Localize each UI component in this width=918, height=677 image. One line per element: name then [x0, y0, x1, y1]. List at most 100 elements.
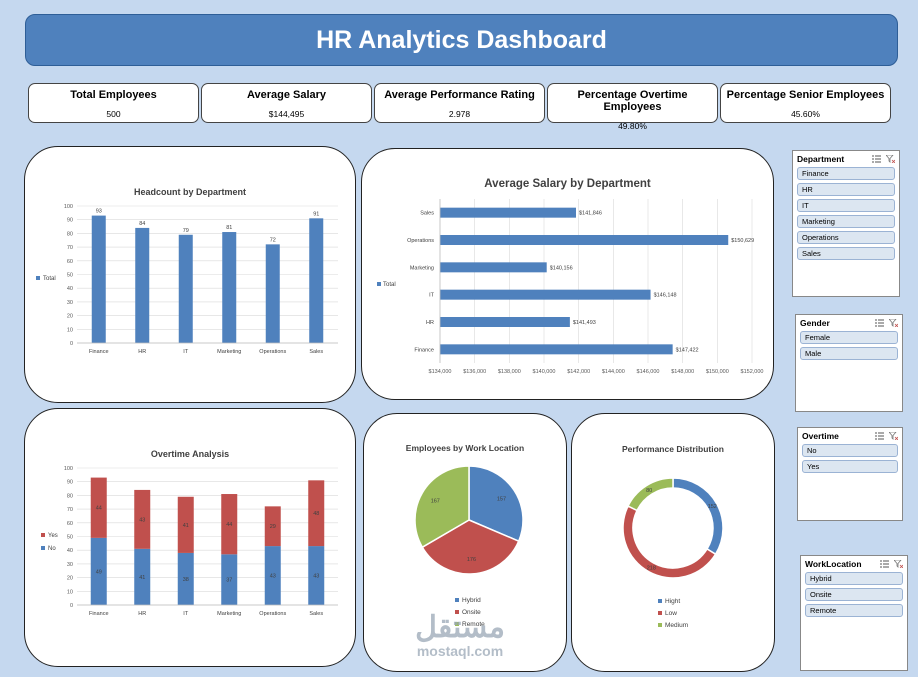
kpi-card-average-performance: Average Performance Rating 2.978 — [374, 83, 545, 123]
bar-it-total — [178, 234, 193, 343]
bar-it — [440, 289, 651, 300]
x-tick-label: $142,000 — [567, 369, 590, 375]
kpi-label: Average Salary — [246, 89, 327, 101]
data-label: 157 — [497, 497, 506, 503]
gender-slicer: Gender Female Male — [795, 314, 903, 412]
x-tick-label: IT — [183, 349, 189, 355]
data-label: 84 — [139, 221, 145, 227]
data-label: 44 — [226, 522, 232, 528]
slicer-item-it[interactable]: IT — [797, 199, 895, 212]
data-label: $140,156 — [550, 265, 573, 271]
mostaql-watermark: مستقل mostaql.com — [402, 613, 518, 660]
slicer-item-onsite[interactable]: Onsite — [805, 588, 903, 601]
legend-label-total: Total — [43, 276, 56, 282]
clear-filter-icon[interactable] — [889, 432, 898, 440]
slice-medium — [627, 477, 674, 512]
data-label: $146,148 — [654, 293, 677, 299]
chart-title: Headcount by Department — [133, 187, 247, 197]
bar-sales-yes — [308, 480, 325, 547]
multi-select-icon[interactable] — [875, 432, 884, 440]
legend-label-onsite: Onsite — [462, 609, 481, 616]
data-label: 176 — [467, 557, 476, 563]
data-label: 48 — [313, 511, 319, 517]
y-tick-label: 20 — [67, 576, 73, 582]
bar-hr-total — [135, 227, 150, 343]
slicer-item-yes[interactable]: Yes — [802, 460, 898, 473]
y-tick-label: 50 — [67, 535, 73, 541]
x-tick-label: Operations — [259, 611, 286, 617]
bar-sales-total — [309, 218, 324, 343]
bar-operations — [440, 235, 729, 245]
bar-finance — [440, 344, 673, 355]
kpi-label: Percentage Senior Employees — [726, 89, 885, 101]
multi-select-icon[interactable] — [872, 155, 881, 163]
bar-hr — [440, 317, 570, 327]
clear-filter-icon[interactable] — [886, 155, 895, 163]
data-label: $147,422 — [676, 347, 699, 353]
legend-label-total: Total — [383, 282, 396, 288]
slicer-item-male[interactable]: Male — [800, 347, 898, 360]
y-tick-label: 80 — [67, 231, 73, 237]
multi-select-icon[interactable] — [875, 319, 884, 327]
performance-chart: 152 218 80 Hight Low Medium — [622, 477, 724, 629]
data-label: 72 — [270, 237, 276, 243]
data-label: 29 — [270, 524, 276, 530]
legend-swatch-onsite — [455, 610, 459, 614]
data-label: $150,629 — [731, 238, 754, 244]
x-tick-label: HR — [138, 611, 146, 617]
bar-hr-no — [134, 548, 151, 605]
bar-marketing — [440, 262, 547, 273]
overtime-chart: 0 10 20 30 40 50 60 70 80 90 100 49 44 Finance 41 43 HR 3… — [41, 466, 338, 617]
legend-swatch-hybrid — [455, 598, 459, 602]
slicer-item-no[interactable]: No — [802, 444, 898, 457]
y-tick-label: 40 — [67, 286, 73, 292]
y-tick-label: 20 — [67, 314, 73, 320]
bar-marketing-total — [222, 232, 237, 343]
y-tick-label: Sales — [420, 211, 434, 217]
slicer-item-hr[interactable]: HR — [797, 183, 895, 196]
slicer-item-finance[interactable]: Finance — [797, 167, 895, 180]
data-label: 44 — [96, 506, 102, 512]
y-tick-label: Marketing — [410, 265, 434, 271]
bar-finance-no — [90, 537, 107, 605]
slicer-item-remote[interactable]: Remote — [805, 604, 903, 617]
x-tick-label: Sales — [309, 611, 323, 617]
y-tick-label: 70 — [67, 245, 73, 251]
clear-filter-icon[interactable] — [894, 560, 903, 568]
legend-label-remote: Remote — [462, 621, 485, 628]
x-tick-label: Operations — [259, 349, 286, 355]
dashboard-title-banner: HR Analytics Dashboard — [25, 14, 898, 66]
x-tick-label: $146,000 — [637, 369, 660, 375]
legend-label-hight: Hight — [665, 598, 680, 605]
y-tick-label: 10 — [67, 327, 73, 333]
slicer-item-operations[interactable]: Operations — [797, 231, 895, 244]
slicer-title: Gender — [800, 318, 830, 328]
data-label: 41 — [183, 523, 189, 529]
salary-chart: $134,000 $136,000 $138,000 $140,000 $142,000… — [377, 199, 763, 375]
y-tick-label: 90 — [67, 480, 73, 486]
x-tick-label: $134,000 — [429, 369, 452, 375]
data-label: 91 — [313, 211, 319, 217]
slicer-title: Department — [797, 154, 845, 164]
clear-filter-icon[interactable] — [889, 319, 898, 327]
y-tick-label: Finance — [414, 347, 434, 353]
slicer-item-female[interactable]: Female — [800, 331, 898, 344]
chart-title: Overtime Analysis — [150, 449, 230, 459]
slicer-item-sales[interactable]: Sales — [797, 247, 895, 260]
y-tick-label: IT — [429, 293, 435, 299]
slicer-item-hybrid[interactable]: Hybrid — [805, 572, 903, 585]
legend-swatch-remote — [455, 622, 459, 626]
y-tick-label: 30 — [67, 562, 73, 568]
y-tick-label: 60 — [67, 521, 73, 527]
slicer-item-marketing[interactable]: Marketing — [797, 215, 895, 228]
multi-select-icon[interactable] — [880, 560, 889, 568]
x-tick-label: Finance — [89, 349, 109, 355]
overtime-slicer: Overtime No Yes — [797, 427, 903, 521]
x-tick-label: $148,000 — [671, 369, 694, 375]
kpi-value: 49.80% — [618, 121, 647, 131]
x-tick-label: Sales — [309, 349, 323, 355]
chart-title: Performance Distribution — [621, 444, 725, 454]
legend-label-low: Low — [665, 610, 677, 617]
worklocation-chart-panel: Employees by Work Location 157 176 167 Hybr… — [363, 413, 567, 672]
legend-swatch-medium — [658, 623, 662, 627]
